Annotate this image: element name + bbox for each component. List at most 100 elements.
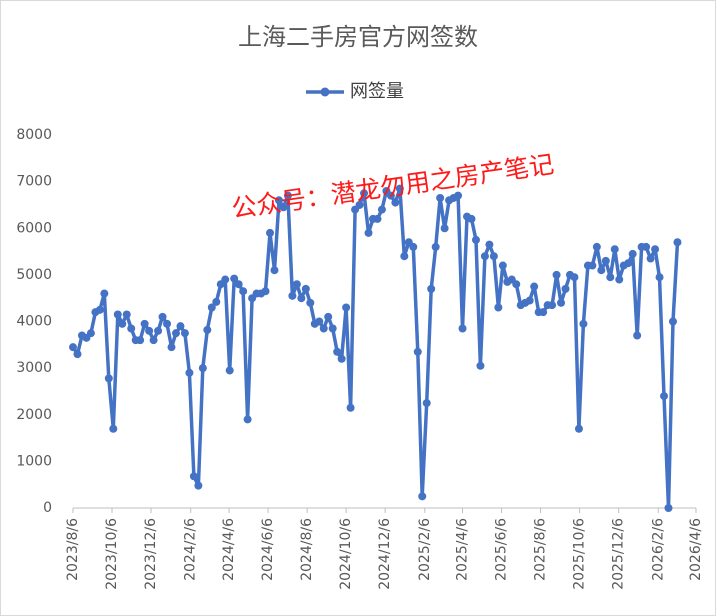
- data-point: [628, 249, 637, 258]
- y-tick-label: 7000: [16, 174, 52, 190]
- data-point: [292, 280, 301, 289]
- data-point: [324, 312, 333, 321]
- x-tick-label: 2025/6/6: [494, 518, 510, 581]
- data-point: [646, 254, 655, 263]
- data-point: [431, 242, 440, 251]
- x-tick-label: 2025/2/6: [417, 518, 433, 581]
- data-point: [660, 392, 669, 401]
- data-point: [552, 270, 561, 279]
- y-tick-label: 2000: [16, 407, 52, 423]
- data-point: [480, 252, 489, 261]
- data-point: [270, 266, 279, 275]
- data-point: [149, 336, 158, 345]
- data-point: [315, 317, 324, 326]
- y-tick-label: 8000: [16, 127, 52, 143]
- data-point: [530, 282, 539, 291]
- data-point: [454, 191, 463, 200]
- data-point: [494, 303, 503, 312]
- x-tick-label: 2025/12/6: [611, 518, 627, 590]
- x-tick-label: 2025/8/6: [533, 518, 549, 581]
- data-point: [642, 242, 651, 251]
- data-point: [525, 296, 534, 305]
- data-point: [633, 331, 642, 340]
- data-point: [418, 492, 427, 501]
- y-tick-label: 1000: [16, 453, 52, 469]
- data-point: [203, 325, 212, 334]
- data-point: [467, 214, 476, 223]
- data-point: [624, 259, 633, 268]
- x-tick-label: 2024/6/6: [260, 518, 276, 581]
- data-point: [243, 415, 252, 424]
- data-point: [400, 252, 409, 261]
- data-point: [136, 336, 145, 345]
- data-point: [668, 317, 677, 326]
- chart-title: 上海二手房官方网签数: [238, 23, 478, 51]
- x-tick-label: 2023/10/6: [104, 518, 120, 590]
- x-tick-label: 2023/8/6: [65, 518, 81, 581]
- data-point: [266, 228, 275, 237]
- data-point: [610, 245, 619, 254]
- legend-label: 网签量: [350, 81, 404, 102]
- data-point: [279, 203, 288, 212]
- data-point: [360, 189, 369, 198]
- data-point: [328, 324, 337, 333]
- legend-marker: [320, 87, 330, 97]
- data-point: [337, 354, 346, 363]
- data-point: [489, 252, 498, 261]
- data-point: [413, 347, 422, 356]
- data-point: [592, 242, 601, 251]
- data-point: [485, 240, 494, 249]
- data-point: [427, 284, 436, 293]
- data-point: [579, 319, 588, 328]
- data-point: [471, 235, 480, 244]
- data-point: [158, 312, 167, 321]
- data-point: [606, 273, 615, 282]
- data-point: [171, 329, 180, 338]
- data-point: [588, 261, 597, 270]
- data-point: [127, 324, 136, 333]
- x-tick-label: 2024/12/6: [377, 518, 393, 590]
- data-point: [557, 298, 566, 307]
- data-point: [118, 319, 127, 328]
- data-point: [476, 361, 485, 370]
- data-point: [140, 319, 149, 328]
- data-point: [207, 303, 216, 312]
- data-point: [561, 284, 570, 293]
- y-tick-label: 4000: [16, 314, 52, 330]
- data-point: [283, 191, 292, 200]
- data-point: [288, 291, 297, 300]
- data-point: [73, 350, 82, 359]
- data-point: [198, 364, 207, 373]
- y-tick-label: 6000: [16, 220, 52, 236]
- data-point: [458, 324, 467, 333]
- data-point: [212, 297, 221, 306]
- x-tick-label: 2024/8/6: [299, 518, 315, 581]
- y-tick-label: 3000: [16, 360, 52, 376]
- data-point: [512, 280, 521, 289]
- data-point: [221, 275, 230, 284]
- data-point: [95, 305, 104, 314]
- data-point: [301, 284, 310, 293]
- data-point: [386, 191, 395, 200]
- data-point: [664, 504, 673, 512]
- data-point: [346, 403, 355, 412]
- data-point: [306, 298, 315, 307]
- data-point: [655, 273, 664, 282]
- data-point: [113, 310, 122, 319]
- data-point: [539, 308, 548, 317]
- data-point: [230, 274, 239, 283]
- x-tick-label: 2026/4/6: [688, 518, 704, 581]
- data-point: [185, 368, 194, 377]
- data-point: [615, 275, 624, 284]
- data-point: [373, 214, 382, 223]
- data-point: [333, 347, 342, 356]
- data-point: [673, 238, 682, 247]
- data-point: [440, 224, 449, 233]
- x-tick-label: 2025/4/6: [455, 518, 471, 581]
- data-point: [364, 228, 373, 237]
- data-point: [176, 322, 185, 331]
- data-point: [548, 301, 557, 310]
- data-point: [651, 245, 660, 254]
- x-tick-label: 2026/2/6: [650, 518, 666, 581]
